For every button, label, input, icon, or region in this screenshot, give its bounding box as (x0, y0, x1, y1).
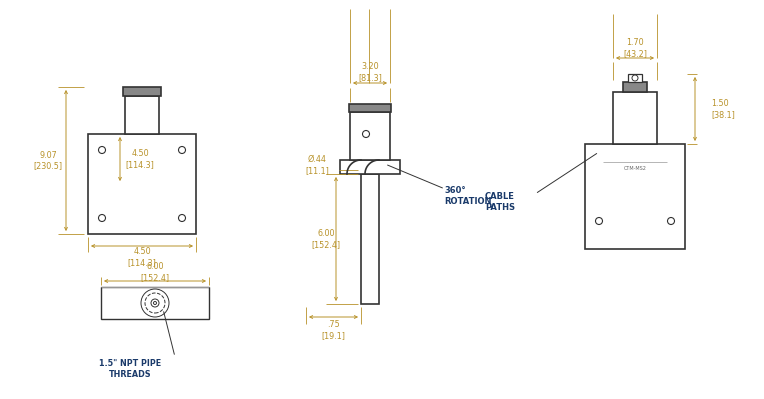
Circle shape (362, 130, 370, 138)
Text: 1.50
[38.1]: 1.50 [38.1] (711, 99, 735, 119)
Text: 6.00
[152.4]: 6.00 [152.4] (141, 262, 170, 282)
Circle shape (179, 146, 186, 154)
Text: CABLE
PATHS: CABLE PATHS (485, 192, 515, 212)
Text: 6.00
[152.4]: 6.00 [152.4] (312, 229, 341, 249)
Circle shape (99, 146, 105, 154)
Bar (628, 74, 642, 82)
Bar (361, 174, 379, 304)
Text: 3.20
[81.3]: 3.20 [81.3] (358, 62, 382, 82)
Text: 4.50
[114.3]: 4.50 [114.3] (128, 247, 157, 267)
Bar (349, 104, 391, 112)
Circle shape (99, 215, 105, 221)
Bar (101, 287, 209, 319)
Bar (613, 92, 657, 144)
Text: Ø.44
[11.1]: Ø.44 [11.1] (305, 155, 329, 175)
Bar (623, 82, 647, 92)
Text: 4.50
[114.3]: 4.50 [114.3] (125, 149, 154, 169)
Text: .75
[19.1]: .75 [19.1] (322, 320, 345, 340)
Bar (125, 96, 159, 134)
Circle shape (632, 75, 638, 81)
Circle shape (595, 217, 603, 225)
Text: 9.07
[230.5]: 9.07 [230.5] (34, 151, 63, 170)
Text: 1.5" NPT PIPE
THREADS: 1.5" NPT PIPE THREADS (99, 359, 161, 379)
Bar (350, 112, 390, 160)
Bar (123, 87, 161, 96)
Circle shape (179, 215, 186, 221)
Bar (340, 160, 400, 174)
Circle shape (668, 217, 675, 225)
Text: 1.70
[43.2]: 1.70 [43.2] (623, 38, 647, 58)
Bar (88, 134, 196, 234)
Text: CTM-MS2: CTM-MS2 (623, 166, 646, 172)
Text: 360°
ROTATION: 360° ROTATION (444, 186, 491, 206)
Bar (585, 144, 685, 249)
